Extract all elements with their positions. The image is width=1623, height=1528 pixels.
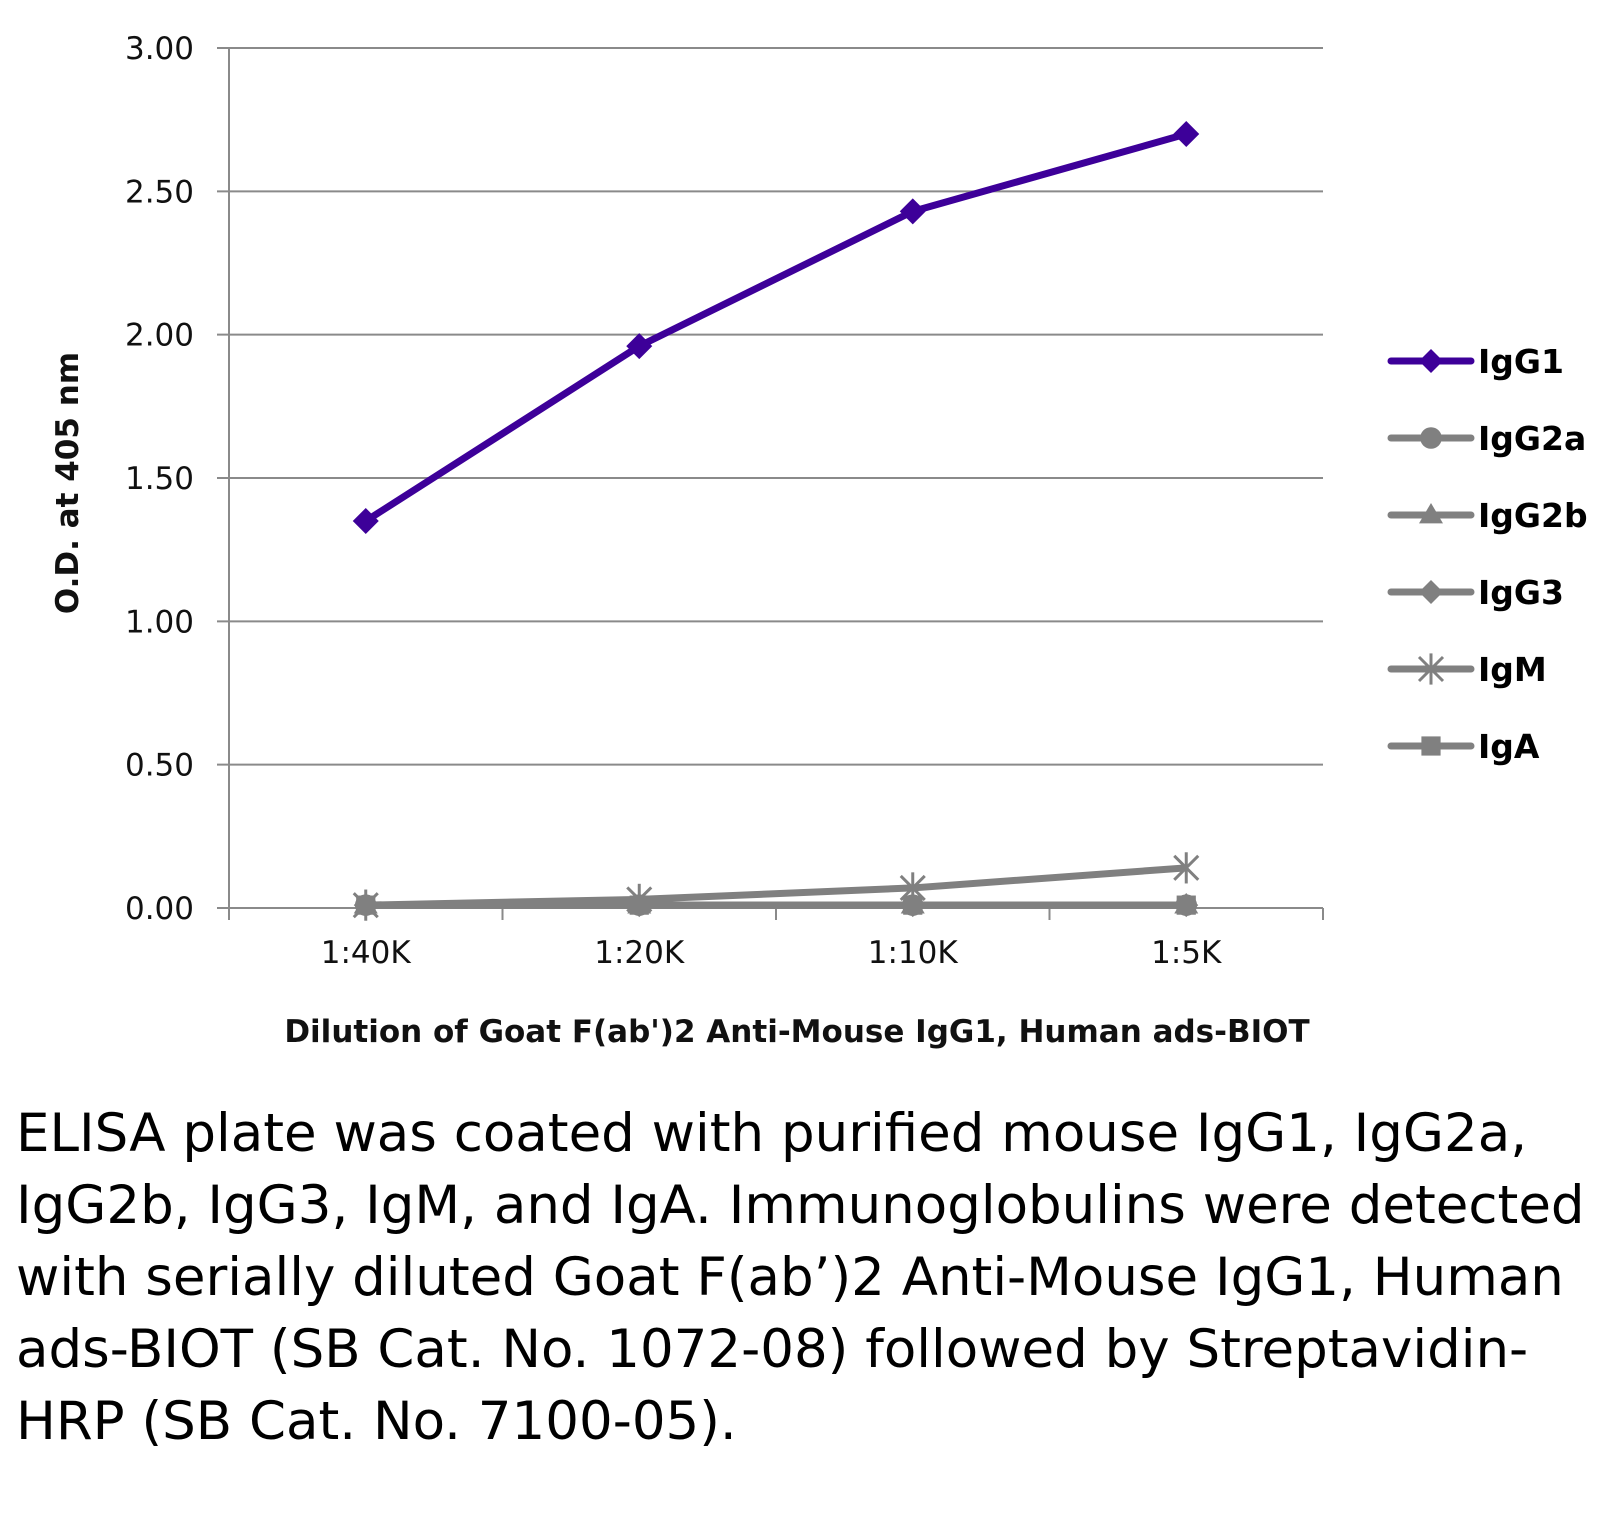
star-marker bbox=[1417, 653, 1445, 685]
x-tick-label: 1:5K bbox=[1151, 935, 1222, 971]
x-axis: 1:40K 1:20K 1:10K 1:5K bbox=[228, 48, 1324, 971]
square-marker bbox=[1421, 736, 1441, 756]
legend-label: IgG3 bbox=[1478, 573, 1564, 612]
series-IgG1 bbox=[352, 121, 1200, 534]
square-marker bbox=[903, 895, 923, 915]
diamond-marker bbox=[626, 333, 653, 360]
square-marker bbox=[629, 895, 649, 915]
legend-label: IgG1 bbox=[1478, 342, 1564, 381]
series-line bbox=[363, 130, 1188, 524]
x-axis-label: Dilution of Goat F(ab')2 Anti-Mouse IgG1… bbox=[284, 1014, 1309, 1050]
legend-item-IgA: IgA bbox=[1387, 727, 1540, 766]
diamond-marker bbox=[352, 508, 379, 534]
star-stroke bbox=[1173, 854, 1200, 881]
legend-item-IgM: IgM bbox=[1387, 650, 1547, 689]
y-axis-label: O.D. at 405 nm bbox=[50, 352, 86, 614]
legend: IgG1 IgG2a IgG2b IgG3 IgM IgA bbox=[1387, 342, 1588, 766]
x-tick-label: 1:10K bbox=[868, 935, 959, 971]
legend-label: IgM bbox=[1478, 650, 1547, 689]
legend-label: IgG2a bbox=[1478, 419, 1586, 458]
x-tick-label: 1:20K bbox=[594, 935, 685, 971]
y-tick-label: 2.50 bbox=[125, 174, 194, 210]
series-layer bbox=[352, 121, 1200, 921]
y-tick-label: 1.50 bbox=[125, 461, 194, 497]
legend-item-IgG3: IgG3 bbox=[1387, 573, 1564, 612]
legend-label: IgG2b bbox=[1478, 496, 1588, 535]
triangle-marker bbox=[1419, 503, 1443, 524]
legend-item-IgG2b: IgG2b bbox=[1387, 496, 1588, 535]
diamond-marker bbox=[1419, 349, 1443, 373]
diamond-marker bbox=[1173, 121, 1200, 147]
star-marker bbox=[1173, 852, 1200, 884]
legend-item-IgG1: IgG1 bbox=[1387, 342, 1564, 381]
diamond-marker bbox=[899, 198, 926, 225]
series-IgA bbox=[356, 895, 1196, 915]
legend-label: IgA bbox=[1478, 727, 1540, 766]
y-tick-label: 0.00 bbox=[125, 891, 194, 927]
y-tick-label: 1.00 bbox=[125, 604, 194, 640]
series-line bbox=[365, 864, 1187, 909]
elisa-line-chart: 0.000.501.001.502.002.503.00 1:40K 1:20K 1… bbox=[50, 31, 1588, 1050]
square-marker bbox=[1176, 895, 1196, 915]
diamond-marker bbox=[1419, 580, 1443, 604]
square-marker bbox=[356, 895, 376, 915]
y-tick-label: 0.50 bbox=[125, 748, 194, 784]
star-stroke bbox=[1417, 655, 1445, 683]
y-axis-ticks: 0.00 0.50 1.00 1.50 2.00 2.50 3.00 bbox=[125, 31, 194, 927]
x-tick-label: 1:40K bbox=[321, 935, 412, 971]
legend-item-IgG2a: IgG2a bbox=[1387, 419, 1586, 458]
figure-caption: ELISA plate was coated with purified mou… bbox=[16, 1103, 1585, 1452]
gridlines bbox=[217, 47, 1323, 909]
y-tick-label: 2.00 bbox=[125, 318, 194, 354]
y-tick-label: 3.00 bbox=[125, 31, 194, 67]
circle-marker bbox=[1420, 427, 1442, 449]
